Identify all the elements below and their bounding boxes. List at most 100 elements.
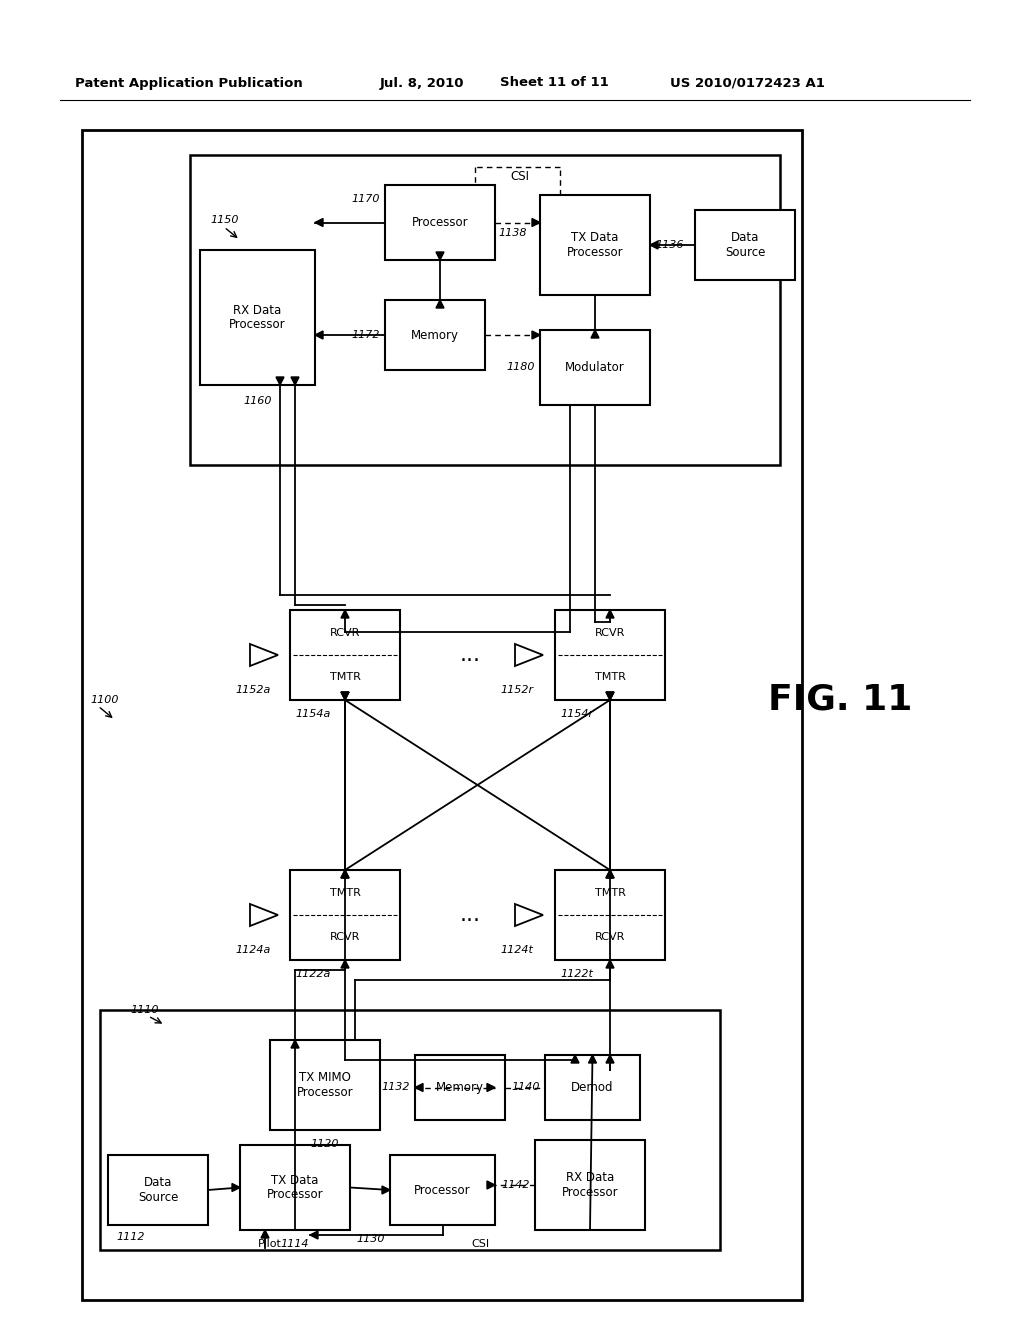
- Bar: [695, 210, 795, 280]
- Polygon shape: [276, 378, 284, 385]
- Polygon shape: [571, 1055, 579, 1063]
- Text: Pilot: Pilot: [258, 1239, 282, 1249]
- Text: 1136: 1136: [655, 240, 683, 249]
- Polygon shape: [515, 644, 543, 667]
- Bar: [290, 870, 400, 960]
- Polygon shape: [232, 1184, 240, 1192]
- Text: Jul. 8, 2010: Jul. 8, 2010: [380, 77, 465, 90]
- Text: TX Data
Processor: TX Data Processor: [266, 1173, 324, 1201]
- Text: 1100: 1100: [90, 696, 119, 705]
- Text: 1130: 1130: [356, 1234, 385, 1243]
- Text: CSI: CSI: [511, 170, 529, 183]
- Polygon shape: [261, 1230, 269, 1238]
- Text: 1120: 1120: [310, 1139, 339, 1148]
- Bar: [200, 249, 315, 385]
- Polygon shape: [382, 1185, 390, 1195]
- Polygon shape: [250, 904, 278, 927]
- Polygon shape: [436, 252, 444, 260]
- Text: RCVR: RCVR: [595, 627, 626, 638]
- Bar: [190, 154, 780, 465]
- Text: Processor: Processor: [414, 1184, 471, 1196]
- Text: RCVR: RCVR: [330, 932, 360, 942]
- Text: 1138: 1138: [498, 227, 526, 238]
- Text: RX Data
Processor: RX Data Processor: [229, 304, 286, 331]
- Text: Memory: Memory: [436, 1081, 484, 1094]
- Text: CSI: CSI: [471, 1239, 489, 1249]
- Polygon shape: [650, 242, 658, 249]
- Text: FIG. 11: FIG. 11: [768, 682, 912, 717]
- Bar: [555, 870, 665, 960]
- Text: 1152r: 1152r: [500, 685, 534, 696]
- Bar: [540, 195, 650, 294]
- Polygon shape: [415, 1084, 423, 1092]
- Polygon shape: [250, 644, 278, 667]
- Bar: [240, 1144, 350, 1230]
- Polygon shape: [341, 692, 349, 700]
- Text: TMTR: TMTR: [330, 887, 360, 898]
- Text: TMTR: TMTR: [595, 672, 626, 682]
- Text: Patent Application Publication: Patent Application Publication: [75, 77, 303, 90]
- Text: ...: ...: [460, 906, 480, 925]
- Text: 1114: 1114: [281, 1239, 309, 1249]
- Polygon shape: [291, 378, 299, 385]
- Text: RX Data
Processor: RX Data Processor: [562, 1171, 618, 1199]
- Polygon shape: [606, 1055, 614, 1063]
- Polygon shape: [532, 219, 540, 227]
- Text: TX Data
Processor: TX Data Processor: [566, 231, 624, 259]
- Bar: [415, 1055, 505, 1119]
- Text: 1122t: 1122t: [560, 969, 593, 979]
- Text: 1180: 1180: [507, 363, 535, 372]
- Text: TMTR: TMTR: [330, 672, 360, 682]
- Text: US 2010/0172423 A1: US 2010/0172423 A1: [670, 77, 825, 90]
- Text: Memory: Memory: [411, 329, 459, 342]
- Bar: [385, 185, 495, 260]
- Text: 1140: 1140: [512, 1082, 540, 1093]
- Text: 1172: 1172: [351, 330, 380, 341]
- Polygon shape: [436, 300, 444, 308]
- Text: 1150: 1150: [210, 215, 239, 224]
- Polygon shape: [341, 870, 349, 878]
- Polygon shape: [606, 960, 614, 968]
- Bar: [390, 1155, 495, 1225]
- Polygon shape: [291, 1040, 299, 1048]
- Bar: [108, 1155, 208, 1225]
- Text: TMTR: TMTR: [595, 887, 626, 898]
- Text: 1132: 1132: [382, 1082, 410, 1093]
- Bar: [100, 1010, 720, 1250]
- Bar: [385, 300, 485, 370]
- Text: 1152a: 1152a: [234, 685, 270, 696]
- Text: RCVR: RCVR: [595, 932, 626, 942]
- Text: 1142: 1142: [502, 1180, 530, 1191]
- Polygon shape: [341, 692, 349, 700]
- Bar: [555, 610, 665, 700]
- Polygon shape: [315, 219, 323, 227]
- Polygon shape: [606, 610, 614, 618]
- Polygon shape: [341, 960, 349, 968]
- Text: Demod: Demod: [571, 1081, 613, 1094]
- Polygon shape: [606, 692, 614, 700]
- Text: 1154a: 1154a: [295, 709, 331, 719]
- Polygon shape: [341, 610, 349, 618]
- Bar: [270, 1040, 380, 1130]
- Text: RCVR: RCVR: [330, 627, 360, 638]
- Text: TX MIMO
Processor: TX MIMO Processor: [297, 1071, 353, 1100]
- Text: ...: ...: [460, 645, 480, 665]
- Bar: [545, 1055, 640, 1119]
- Text: Modulator: Modulator: [565, 360, 625, 374]
- Polygon shape: [606, 870, 614, 878]
- Polygon shape: [591, 330, 599, 338]
- Polygon shape: [310, 1232, 318, 1239]
- Text: 1160: 1160: [244, 396, 271, 407]
- Bar: [290, 610, 400, 700]
- Text: 1124a: 1124a: [234, 945, 270, 954]
- Text: 1154r: 1154r: [560, 709, 593, 719]
- Polygon shape: [341, 870, 349, 878]
- Text: Data
Source: Data Source: [725, 231, 765, 259]
- Text: 1170: 1170: [351, 194, 380, 205]
- Polygon shape: [532, 331, 540, 339]
- Text: 1110: 1110: [130, 1005, 159, 1015]
- Bar: [82, 129, 802, 1300]
- Polygon shape: [606, 870, 614, 878]
- Polygon shape: [589, 1055, 597, 1063]
- Text: 1124t: 1124t: [500, 945, 532, 954]
